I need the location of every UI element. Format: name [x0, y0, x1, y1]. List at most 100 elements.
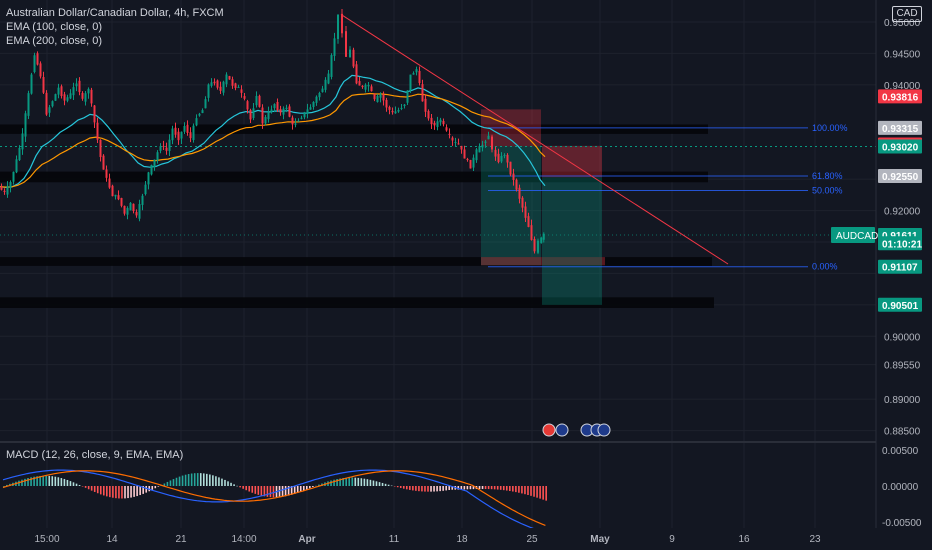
candle-body [213, 81, 216, 84]
candle-body [42, 77, 45, 93]
macd-histogram-bar [166, 481, 169, 486]
macd-histogram-bar [18, 480, 20, 486]
candle-body [309, 107, 312, 110]
macd-histogram-bar [505, 486, 508, 491]
candle-body [48, 107, 51, 113]
macd-histogram-bar [127, 486, 129, 499]
candle-body [186, 124, 189, 133]
macd-histogram-bar [145, 486, 148, 493]
macd-histogram-bar [399, 486, 402, 488]
macd-histogram-bar [48, 475, 51, 486]
candle-body [421, 84, 424, 102]
candle-body [454, 142, 457, 144]
time-axis-label: 9 [669, 534, 675, 545]
macd-histogram-bar [299, 486, 302, 492]
candle-body [524, 206, 527, 218]
macd-histogram-bar [530, 486, 532, 496]
price-tag-label: 0.93315 [882, 124, 919, 135]
macd-histogram-bar [333, 479, 335, 486]
macd-histogram-bar [463, 486, 466, 490]
price-axis-label: 0.88500 [884, 427, 921, 438]
candle-body [451, 137, 454, 141]
candle-body [141, 195, 144, 205]
macd-line [2, 469, 546, 533]
candle-body [249, 110, 252, 120]
candle-body [3, 190, 6, 193]
macd-histogram-bar [72, 482, 75, 486]
macd-histogram-bar [169, 480, 172, 486]
macd-histogram-bar [30, 477, 32, 486]
macd-histogram-bar [518, 486, 520, 493]
candle-body [192, 125, 195, 140]
candle-body [527, 216, 530, 227]
macd-histogram-bar [96, 486, 99, 494]
candle-body [400, 107, 403, 109]
candle-body [409, 74, 412, 91]
macd-histogram-bar [248, 486, 251, 492]
ema-200-legend: EMA (200, close, 0) [6, 35, 102, 47]
candle-body [430, 117, 433, 125]
candle-body [341, 13, 343, 34]
candle-body [126, 207, 129, 215]
candle-body [6, 186, 9, 195]
candle-body [0, 186, 3, 190]
macd-histogram-bar [487, 486, 490, 490]
candle-body [123, 205, 126, 214]
macd-histogram-bar [375, 481, 378, 486]
candle-body [312, 102, 315, 107]
candle-body [12, 171, 15, 182]
candle-body [448, 133, 451, 135]
time-axis [0, 528, 932, 550]
macd-axis-label: 0.00500 [882, 446, 919, 457]
fib-level-label: 61.80% [812, 171, 843, 181]
macd-histogram-bar [409, 486, 411, 490]
macd-histogram-bar [81, 486, 84, 487]
economic-event-icon [597, 423, 611, 437]
candle-body [424, 98, 427, 112]
macd-histogram-bar [84, 486, 87, 488]
candle-body [138, 204, 141, 219]
macd-histogram-bar [393, 486, 396, 487]
candle-body [540, 237, 543, 243]
macd-histogram-bar [315, 485, 317, 487]
candle-body [210, 82, 213, 86]
candle-body [491, 136, 493, 150]
price-axis-label: 0.89550 [884, 361, 921, 372]
currency-badge[interactable]: CAD [892, 6, 922, 22]
macd-histogram-bar [369, 479, 372, 486]
macd-histogram-bar [360, 478, 363, 486]
macd-histogram-bar [257, 486, 260, 495]
candle-body [349, 49, 351, 58]
macd-histogram-bar [524, 486, 526, 495]
candle-body [478, 146, 481, 153]
macd-histogram-bar [154, 486, 157, 489]
candle-body [147, 172, 150, 185]
candle-body [132, 203, 135, 212]
candle-body [252, 108, 255, 118]
macd-histogram-bar [212, 475, 214, 486]
candle-body [521, 197, 524, 208]
candle-body [165, 147, 168, 151]
macd-histogram-bar [281, 486, 284, 497]
macd-histogram-bar [130, 486, 132, 498]
time-axis-label: Apr [298, 534, 315, 545]
candle-body [276, 101, 279, 111]
macd-histogram-bar [112, 486, 114, 498]
candle-body [162, 146, 165, 148]
candle-body [282, 108, 285, 115]
macd-histogram-bar [351, 477, 354, 486]
candle-body [30, 74, 33, 94]
candle-body [21, 133, 24, 150]
candle-body [228, 76, 231, 80]
macd-histogram-bar [93, 486, 96, 492]
macd-histogram-bar [348, 477, 351, 486]
macd-histogram-bar [215, 476, 217, 486]
macd-histogram-bar [330, 480, 332, 486]
macd-histogram-bar [251, 486, 254, 493]
candle-body [258, 95, 261, 107]
macd-histogram-bar [424, 486, 426, 492]
candle-body [102, 155, 105, 170]
macd-histogram-bar [54, 476, 57, 486]
